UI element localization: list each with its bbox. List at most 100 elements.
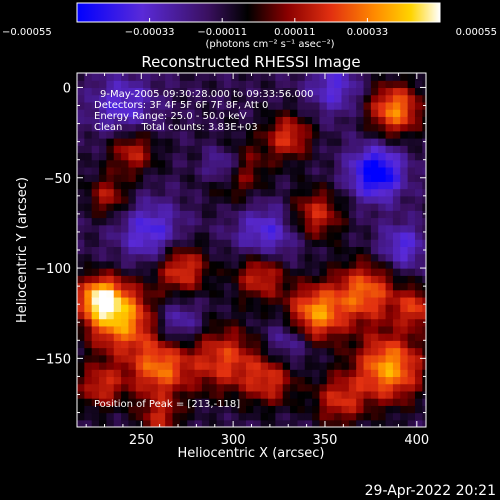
heatmap-cell — [363, 217, 372, 226]
heatmap-cell — [260, 289, 269, 298]
heatmap-cell — [143, 217, 152, 226]
heatmap-cell — [121, 203, 130, 211]
heatmap-cell — [201, 369, 210, 378]
heatmap-cell — [268, 304, 276, 312]
heatmap-cell — [253, 333, 262, 341]
heatmap-cell — [128, 138, 137, 146]
heatmap-cell — [268, 318, 276, 327]
heatmap-cell — [378, 130, 387, 139]
heatmap-cell — [282, 159, 291, 168]
heatmap-cell — [414, 383, 423, 392]
heatmap-cell — [407, 275, 416, 284]
heatmap-cell — [378, 210, 387, 219]
heatmap-cell — [91, 347, 100, 356]
heatmap-cell — [297, 210, 306, 219]
heatmap-cell — [370, 376, 379, 385]
heatmap-cell — [400, 304, 409, 312]
heatmap-cell — [422, 87, 426, 96]
heatmap-cell — [268, 145, 276, 154]
heatmap-cell — [172, 239, 181, 247]
heatmap-cell — [290, 166, 299, 175]
heatmap-cell — [77, 340, 85, 349]
heatmap-cell — [297, 87, 306, 96]
heatmap-cell — [392, 347, 401, 356]
heatmap-cell — [268, 123, 276, 132]
heatmap-cell — [422, 159, 426, 168]
heatmap-cell — [312, 159, 321, 168]
heatmap-cell — [91, 94, 100, 103]
heatmap-cell — [348, 203, 357, 211]
heatmap-cell — [135, 260, 144, 269]
heatmap-cell — [341, 347, 350, 356]
heatmap-cell — [150, 138, 159, 146]
heatmap-cell — [157, 296, 166, 305]
heatmap-cell — [326, 210, 335, 219]
heatmap-cell — [135, 188, 144, 197]
heatmap-cell — [334, 369, 343, 378]
heatmap-cell — [150, 231, 159, 240]
heatmap-cell — [319, 210, 328, 219]
heatmap-cell — [135, 73, 144, 81]
heatmap-cell — [121, 152, 130, 161]
heatmap-cell — [260, 130, 269, 139]
heatmap-cell — [113, 275, 122, 284]
heatmap-cell — [216, 412, 225, 421]
heatmap-cell — [231, 376, 240, 385]
heatmap-cell — [319, 130, 328, 139]
heatmap-cell — [312, 217, 321, 226]
heatmap-cell — [334, 311, 343, 320]
heatmap-cell — [385, 361, 394, 370]
heatmap-cell — [297, 145, 306, 154]
heatmap-cell — [407, 152, 416, 161]
heatmap-cell — [297, 296, 306, 305]
heatmap-cell — [135, 311, 144, 320]
heatmap-cell — [400, 94, 409, 103]
heatmap-cell — [201, 376, 210, 385]
heatmap-cell — [268, 203, 276, 211]
heatmap-cell — [334, 181, 343, 190]
heatmap-cell — [260, 231, 269, 240]
heatmap-cell — [84, 152, 93, 161]
heatmap-cell — [304, 231, 313, 240]
heatmap-cell — [84, 203, 93, 211]
heatmap-cell — [392, 188, 401, 197]
heatmap-cell — [201, 195, 210, 204]
heatmap-cell — [216, 181, 225, 190]
heatmap-cell — [348, 275, 357, 284]
heatmap-cell — [99, 354, 107, 363]
heatmap-cell — [106, 383, 115, 392]
heatmap-cell — [275, 369, 284, 378]
heatmap-cell — [128, 289, 137, 298]
heatmap-cell — [260, 412, 269, 421]
heatmap-cell — [392, 130, 401, 139]
heatmap-cell — [282, 101, 291, 110]
heatmap-cell — [216, 325, 225, 334]
heatmap-cell — [304, 101, 313, 110]
heatmap-cell — [238, 87, 247, 96]
heatmap-cell — [341, 195, 350, 204]
heatmap-cell — [348, 289, 357, 298]
heatmap-cell — [194, 419, 203, 427]
heatmap-cell — [113, 210, 122, 219]
heatmap-cell — [209, 217, 218, 226]
heatmap-cell — [304, 390, 313, 399]
heatmap-cell — [121, 376, 130, 385]
heatmap-cell — [77, 361, 85, 370]
heatmap-cell — [356, 116, 365, 125]
heatmap-cell — [165, 419, 174, 427]
heatmap-cell — [290, 405, 299, 414]
heatmap-cell — [245, 217, 254, 226]
heatmap-cell — [209, 159, 218, 168]
heatmap-cell — [341, 333, 350, 341]
heatmap-cell — [165, 181, 174, 190]
heatmap-cell — [282, 405, 291, 414]
heatmap-cell — [319, 174, 328, 182]
heatmap-cell — [378, 419, 387, 427]
heatmap-cell — [370, 231, 379, 240]
heatmap-cell — [282, 333, 291, 341]
heatmap-cell — [348, 296, 357, 305]
heatmap-cell — [157, 383, 166, 392]
heatmap-cell — [268, 239, 276, 247]
heatmap-cell — [172, 188, 181, 197]
